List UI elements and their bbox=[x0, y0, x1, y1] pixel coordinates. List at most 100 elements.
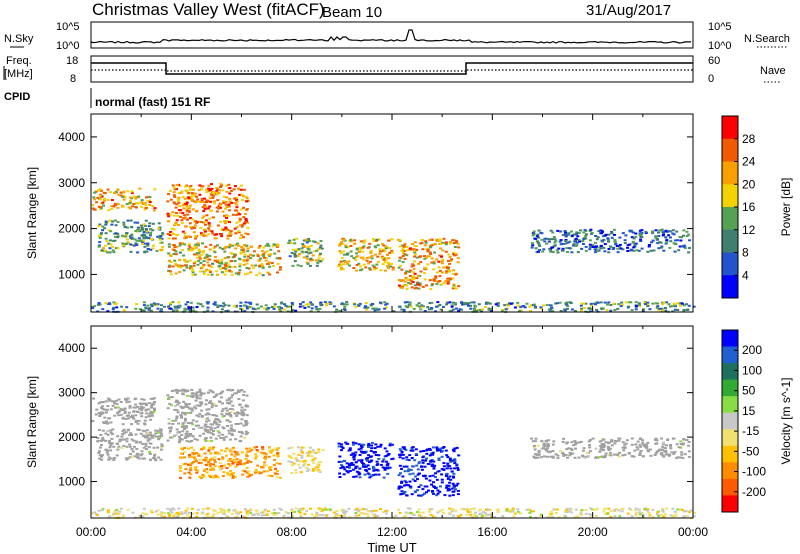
scatter-cell bbox=[546, 443, 550, 446]
scatter-cell bbox=[568, 301, 572, 304]
scatter-cell bbox=[240, 249, 244, 251]
scatter-cell bbox=[187, 243, 191, 246]
scatter-cell bbox=[606, 303, 609, 306]
scatter-cell bbox=[185, 201, 189, 204]
scatter-cell bbox=[613, 515, 617, 517]
scatter-cell bbox=[226, 515, 230, 518]
scatter-cell bbox=[437, 266, 441, 269]
freq-label-2: [MHz] bbox=[4, 68, 33, 80]
scatter-cell bbox=[448, 481, 452, 484]
scatter-cell bbox=[107, 242, 111, 245]
scatter-cell bbox=[104, 302, 108, 305]
scatter-cell bbox=[565, 307, 569, 310]
scatter-cell bbox=[211, 310, 215, 313]
scatter-cell bbox=[631, 231, 635, 234]
scatter-cell bbox=[416, 468, 420, 471]
scatter-cell bbox=[190, 446, 194, 449]
scatter-cell bbox=[245, 414, 249, 417]
scatter-cell bbox=[190, 462, 194, 465]
scatter-cell bbox=[495, 509, 499, 511]
scatter-cell bbox=[148, 196, 152, 198]
scatter-cell bbox=[171, 423, 175, 425]
scatter-cell bbox=[343, 512, 347, 515]
scatter-cell bbox=[153, 453, 157, 456]
scatter-cell bbox=[550, 246, 554, 249]
scatter-cell bbox=[349, 453, 353, 456]
scatter-cell bbox=[258, 272, 262, 275]
scatter-cell bbox=[679, 443, 683, 445]
scatter-cell bbox=[651, 239, 655, 242]
scatter-cell bbox=[387, 453, 391, 455]
scatter-cell bbox=[122, 235, 126, 238]
scatter-cell bbox=[97, 429, 101, 431]
scatter-cell bbox=[467, 511, 470, 513]
scatter-cell bbox=[130, 434, 133, 436]
scatter-cell bbox=[358, 302, 362, 305]
scatter-cell bbox=[354, 475, 358, 478]
scatter-cell bbox=[175, 415, 179, 418]
scatter-cell bbox=[149, 309, 153, 312]
scatter-cell bbox=[307, 245, 311, 248]
scatter-cell bbox=[596, 250, 600, 252]
scatter-cell bbox=[114, 235, 117, 238]
scatter-cell bbox=[149, 228, 153, 230]
scatter-cell bbox=[339, 264, 343, 267]
scatter-cell bbox=[245, 394, 249, 397]
scatter-cell bbox=[597, 230, 601, 233]
scatter-cell bbox=[609, 304, 613, 306]
scatter-cell bbox=[298, 305, 302, 308]
scatter-cell bbox=[101, 308, 105, 311]
scatter-cell bbox=[342, 263, 346, 266]
scatter-cell bbox=[661, 445, 665, 448]
scatter-cell bbox=[644, 303, 647, 306]
scatter-cell bbox=[303, 462, 307, 465]
scatter-cell bbox=[384, 259, 388, 262]
scatter-cell bbox=[448, 301, 452, 304]
scatter-cell bbox=[268, 467, 271, 470]
scatter-cell bbox=[565, 507, 569, 510]
scatter-cell bbox=[638, 229, 642, 232]
scatter-cell bbox=[109, 421, 113, 424]
scatter-cell bbox=[189, 197, 193, 200]
scatter-cell bbox=[646, 303, 650, 306]
scatter-cell bbox=[224, 200, 228, 203]
scatter-cell bbox=[550, 238, 554, 241]
scatter-cell bbox=[149, 248, 153, 251]
scatter-cell bbox=[581, 243, 585, 245]
scatter-cell bbox=[191, 512, 195, 515]
scatter-cell bbox=[638, 513, 642, 516]
scatter-cell bbox=[447, 269, 451, 272]
scatter-cell bbox=[367, 454, 371, 457]
scatter-cell bbox=[367, 262, 371, 265]
scatter-cell bbox=[609, 454, 613, 457]
scatter-cell bbox=[206, 412, 210, 415]
scatter-cell bbox=[134, 421, 138, 424]
scatter-cell bbox=[432, 279, 436, 282]
scatter-cell bbox=[172, 228, 176, 231]
scatter-cell bbox=[208, 225, 212, 228]
colorbar-segment bbox=[722, 478, 738, 496]
scatter-cell bbox=[287, 447, 291, 450]
scatter-cell bbox=[114, 247, 118, 250]
scatter-cell bbox=[184, 225, 187, 228]
scatter-cell bbox=[592, 508, 596, 511]
scatter-cell bbox=[299, 516, 303, 519]
scatter-cell bbox=[174, 250, 178, 253]
scatter-cell bbox=[183, 309, 187, 312]
scatter-cell bbox=[294, 250, 298, 253]
scatter-cell bbox=[664, 236, 668, 239]
scatter-cell bbox=[663, 449, 667, 452]
scatter-cell bbox=[235, 221, 239, 224]
scatter-cell bbox=[366, 510, 370, 512]
scatter-cell bbox=[338, 244, 342, 247]
scatter-cell bbox=[612, 228, 616, 231]
scatter-cell bbox=[242, 260, 246, 263]
scatter-cell bbox=[613, 240, 617, 243]
scatter-cell bbox=[490, 310, 493, 313]
scatter-cell bbox=[581, 240, 585, 242]
scatter-cell bbox=[149, 233, 153, 236]
scatter-cell bbox=[214, 394, 218, 397]
scatter-cell bbox=[226, 203, 230, 206]
scatter-cell bbox=[381, 263, 385, 266]
scatter-cell bbox=[348, 264, 351, 267]
